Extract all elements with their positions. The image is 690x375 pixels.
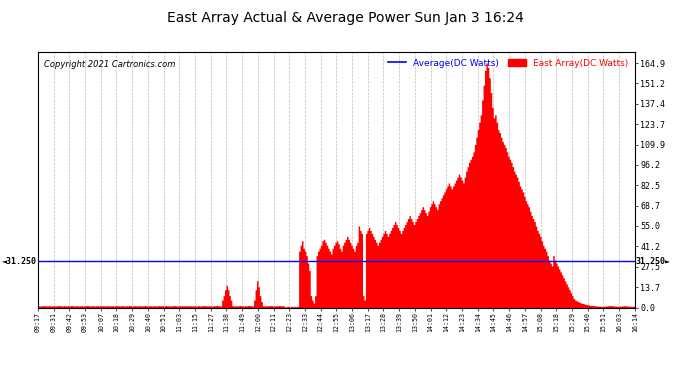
Text: ◄31.250: ◄31.250 [2, 256, 37, 265]
Legend: Average(DC Watts), East Array(DC Watts): Average(DC Watts), East Array(DC Watts) [386, 57, 630, 70]
Text: Copyright 2021 Cartronics.com: Copyright 2021 Cartronics.com [44, 60, 175, 69]
Text: East Array Actual & Average Power Sun Jan 3 16:24: East Array Actual & Average Power Sun Ja… [166, 11, 524, 25]
Text: 31.250►: 31.250► [636, 256, 671, 265]
